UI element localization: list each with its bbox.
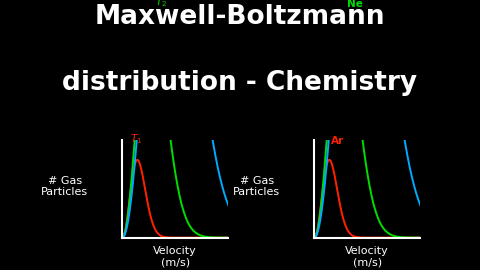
Text: Maxwell-Boltzmann: Maxwell-Boltzmann: [95, 4, 385, 30]
Text: Velocity
(m/s): Velocity (m/s): [345, 246, 389, 267]
Text: # Gas
Particles: # Gas Particles: [233, 176, 280, 197]
Text: $T_2$: $T_2$: [155, 0, 167, 9]
Text: Ne: Ne: [347, 0, 363, 9]
Text: distribution - Chemistry: distribution - Chemistry: [62, 70, 418, 96]
Text: Ar: Ar: [331, 136, 344, 146]
Text: # Gas
Particles: # Gas Particles: [41, 176, 88, 197]
Text: Velocity
(m/s): Velocity (m/s): [153, 246, 197, 267]
Text: $T_1$: $T_1$: [130, 132, 143, 146]
